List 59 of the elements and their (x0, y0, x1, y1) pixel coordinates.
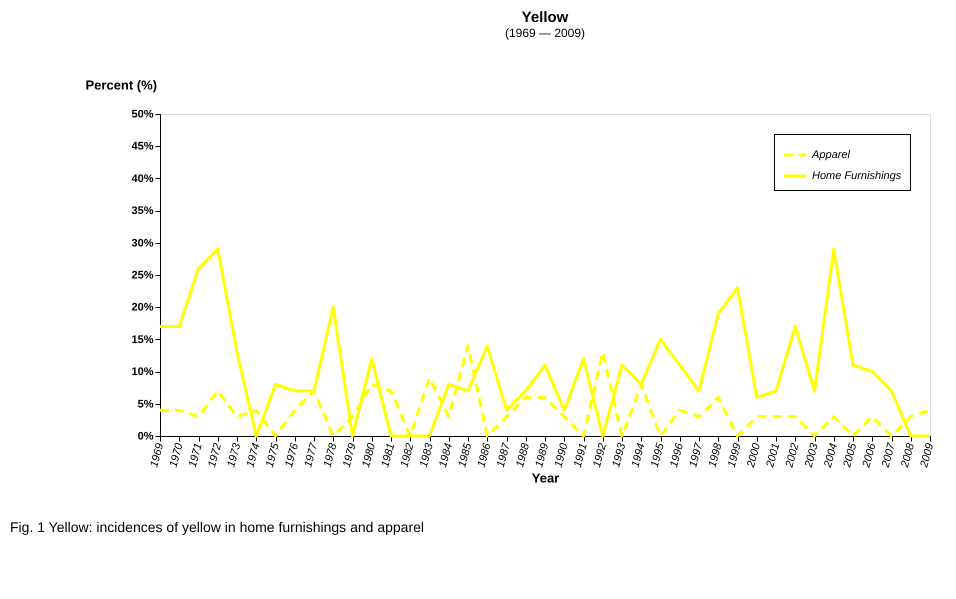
x-tick-label: 1995 (648, 441, 668, 469)
x-tick-label: 2005 (841, 441, 860, 470)
x-tick-label: 1996 (668, 441, 686, 469)
x-tick-label: 1987 (494, 441, 514, 469)
x-axis-title: Year (532, 470, 560, 486)
chart-title: Yellow (522, 9, 569, 26)
x-tick-label: 1982 (398, 442, 417, 469)
y-tick-label: 35% (131, 205, 154, 218)
chart-subtitle: (1969 — 2009) (504, 26, 586, 40)
y-tick-label: 30% (131, 237, 154, 250)
x-tick-label: 1981 (379, 442, 398, 469)
x-tick-label: 1990 (552, 441, 571, 469)
x-tick-label: 2009 (918, 442, 936, 470)
x-tick-label: 2006 (860, 441, 879, 470)
x-tick-label: 2003 (802, 441, 822, 470)
x-tick-label: 1971 (186, 442, 205, 469)
legend-label: Home Furnishings (812, 170, 902, 182)
y-tick-label: 40% (131, 172, 154, 185)
x-tick-label: 2002 (783, 442, 802, 470)
x-tick-label: 1980 (360, 441, 378, 469)
x-tick-label: 1986 (476, 441, 494, 469)
x-tick-label: 1985 (456, 441, 475, 469)
x-tick-label: 1976 (283, 441, 302, 469)
y-tick-label: 20% (131, 302, 154, 314)
x-tick-label: 1977 (302, 441, 321, 469)
x-tick-label: 1983 (418, 441, 436, 469)
x-tick-label: 1999 (726, 442, 744, 469)
y-tick-label: 10% (131, 366, 154, 378)
x-tick-label: 1989 (533, 442, 552, 469)
x-tick-label: 1988 (514, 441, 532, 469)
x-tick-label: 1969 (148, 442, 166, 469)
y-tick-label: 5% (138, 398, 154, 410)
x-tick-label: 1974 (244, 442, 263, 469)
y-tick-label: 0% (138, 430, 154, 442)
x-tick-label: 1992 (591, 442, 610, 469)
y-axis-title: Percent (%) (86, 78, 158, 92)
y-tick-label: 15% (131, 334, 154, 346)
x-tick-label: 2007 (880, 441, 898, 470)
x-tick-label: 1998 (706, 441, 725, 469)
caption: Fig. 1 Yellow: incidences of yellow in home furnishings and apparel (10, 519, 424, 535)
y-tick-label: 50% (131, 108, 154, 120)
x-tick-label: 1979 (340, 442, 359, 469)
x-tick-label: 1973 (225, 441, 244, 469)
x-tick-label: 2008 (898, 441, 918, 470)
y-tick-label: 25% (131, 270, 154, 282)
x-tick-label: 1978 (322, 441, 340, 469)
x-tick-label: 1991 (572, 442, 590, 469)
x-tick-label: 1993 (610, 441, 629, 469)
legend-label: Apparel (811, 149, 850, 161)
x-tick-label: 2001 (764, 442, 782, 470)
x-tick-label: 1984 (437, 442, 456, 469)
x-tick-label: 1975 (264, 441, 282, 469)
y-tick-label: 45% (131, 140, 154, 153)
x-tick-label: 2004 (822, 442, 840, 470)
x-tick-label: 1997 (687, 441, 706, 469)
x-tick-label: 1972 (206, 442, 224, 469)
x-tick-label: 1994 (630, 442, 648, 469)
x-tick-label: 1970 (168, 441, 186, 469)
x-tick-label: 2000 (744, 441, 764, 470)
